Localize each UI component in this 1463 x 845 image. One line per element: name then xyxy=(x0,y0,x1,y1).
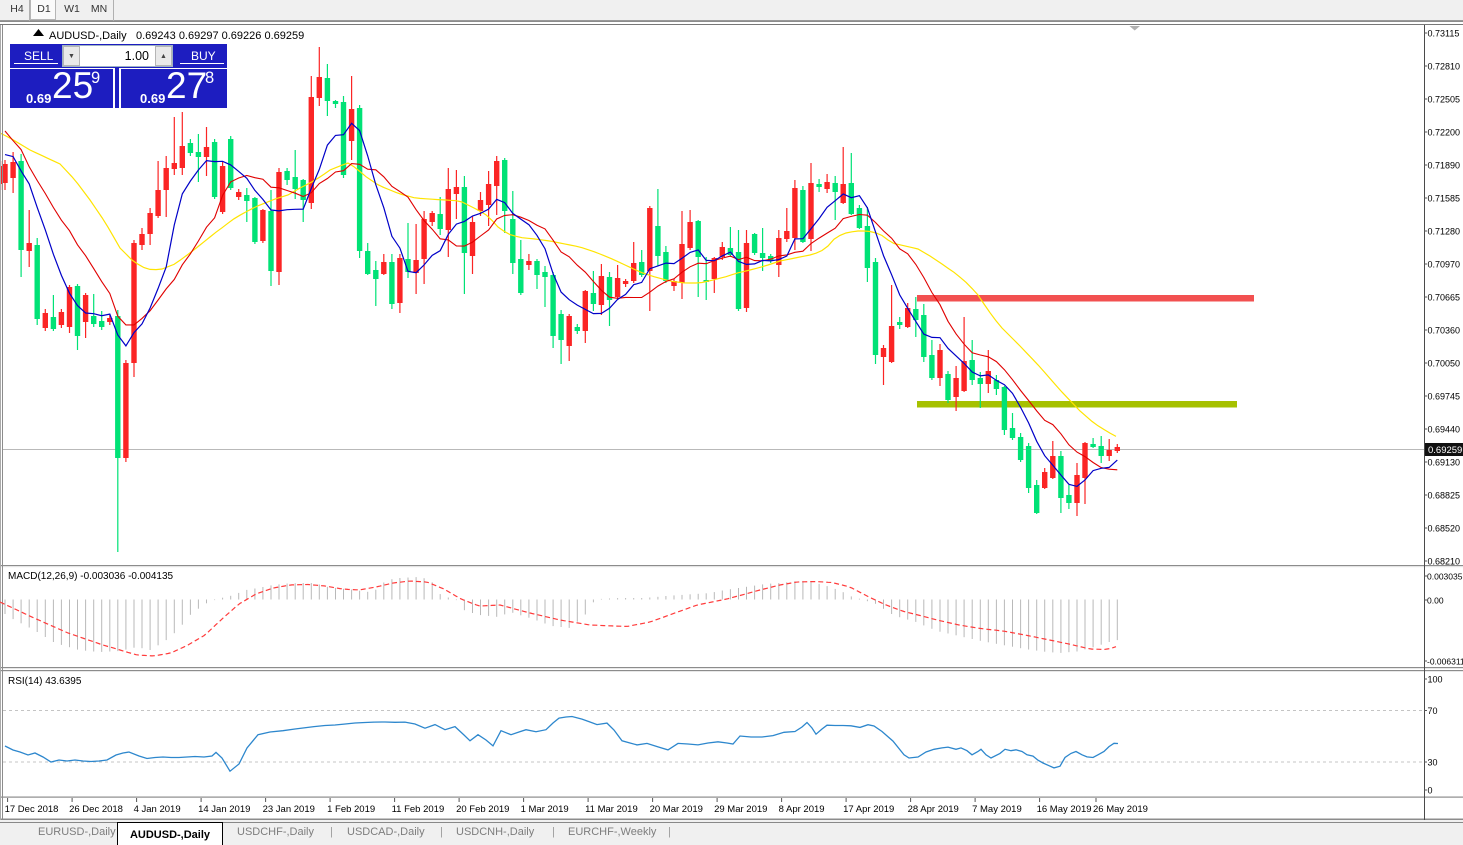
svg-text:26 Dec 2018: 26 Dec 2018 xyxy=(69,804,123,815)
svg-text:0.69130: 0.69130 xyxy=(1428,458,1461,468)
svg-text:0.70665: 0.70665 xyxy=(1428,293,1461,303)
svg-text:0.72200: 0.72200 xyxy=(1428,128,1461,138)
svg-text:AUDUSD-,Daily: AUDUSD-,Daily xyxy=(49,30,127,42)
svg-text:0: 0 xyxy=(1428,786,1433,796)
svg-text:0.70970: 0.70970 xyxy=(1428,260,1461,270)
svg-text:0.72505: 0.72505 xyxy=(1428,95,1461,105)
svg-text:0.71890: 0.71890 xyxy=(1428,161,1461,171)
svg-text:30: 30 xyxy=(1428,758,1438,768)
svg-text:0.68210: 0.68210 xyxy=(1428,557,1461,567)
svg-text:0.73115: 0.73115 xyxy=(1428,29,1460,39)
svg-text:23 Jan 2019: 23 Jan 2019 xyxy=(263,804,315,815)
svg-text:0.68825: 0.68825 xyxy=(1428,491,1461,501)
svg-text:20 Feb 2019: 20 Feb 2019 xyxy=(456,804,509,815)
svg-text:0.69243 0.69297 0.69226 0.6925: 0.69243 0.69297 0.69226 0.69259 xyxy=(136,30,304,42)
svg-text:MACD(12,26,9) -0.003036 -0.004: MACD(12,26,9) -0.003036 -0.004135 xyxy=(8,571,174,582)
svg-text:7 May 2019: 7 May 2019 xyxy=(972,804,1022,815)
svg-text:0.69440: 0.69440 xyxy=(1428,425,1461,435)
svg-text:1 Mar 2019: 1 Mar 2019 xyxy=(521,804,569,815)
svg-text:100: 100 xyxy=(1428,675,1443,685)
svg-text:0.69745: 0.69745 xyxy=(1428,392,1461,402)
svg-text:28 Apr 2019: 28 Apr 2019 xyxy=(908,804,959,815)
svg-text:17 Dec 2018: 17 Dec 2018 xyxy=(5,804,59,815)
svg-text:17 Apr 2019: 17 Apr 2019 xyxy=(843,804,894,815)
svg-text:26 May 2019: 26 May 2019 xyxy=(1093,804,1148,815)
svg-text:1 Feb 2019: 1 Feb 2019 xyxy=(327,804,375,815)
svg-text:70: 70 xyxy=(1428,706,1438,716)
svg-text:11 Mar 2019: 11 Mar 2019 xyxy=(585,804,638,815)
svg-text:16 May 2019: 16 May 2019 xyxy=(1037,804,1092,815)
svg-text:20 Mar 2019: 20 Mar 2019 xyxy=(650,804,703,815)
svg-text:0.71280: 0.71280 xyxy=(1428,227,1461,237)
svg-text:8 Apr 2019: 8 Apr 2019 xyxy=(779,804,825,815)
svg-text:0.70360: 0.70360 xyxy=(1428,326,1461,336)
svg-text:0.003035: 0.003035 xyxy=(1427,572,1463,582)
svg-text:11 Feb 2019: 11 Feb 2019 xyxy=(392,804,445,815)
svg-text:4 Jan 2019: 4 Jan 2019 xyxy=(134,804,181,815)
svg-text:0.68520: 0.68520 xyxy=(1428,524,1461,534)
svg-text:RSI(14) 43.6395: RSI(14) 43.6395 xyxy=(8,676,82,687)
svg-text:14 Jan 2019: 14 Jan 2019 xyxy=(198,804,250,815)
svg-text:29 Mar 2019: 29 Mar 2019 xyxy=(714,804,767,815)
svg-text:0.69259: 0.69259 xyxy=(1428,445,1462,456)
svg-text:0.00: 0.00 xyxy=(1427,596,1444,606)
svg-text:0.71585: 0.71585 xyxy=(1428,194,1461,204)
svg-text:0.72810: 0.72810 xyxy=(1428,62,1461,72)
svg-text:-0.006311: -0.006311 xyxy=(1427,657,1463,667)
svg-text:0.70050: 0.70050 xyxy=(1428,359,1461,369)
